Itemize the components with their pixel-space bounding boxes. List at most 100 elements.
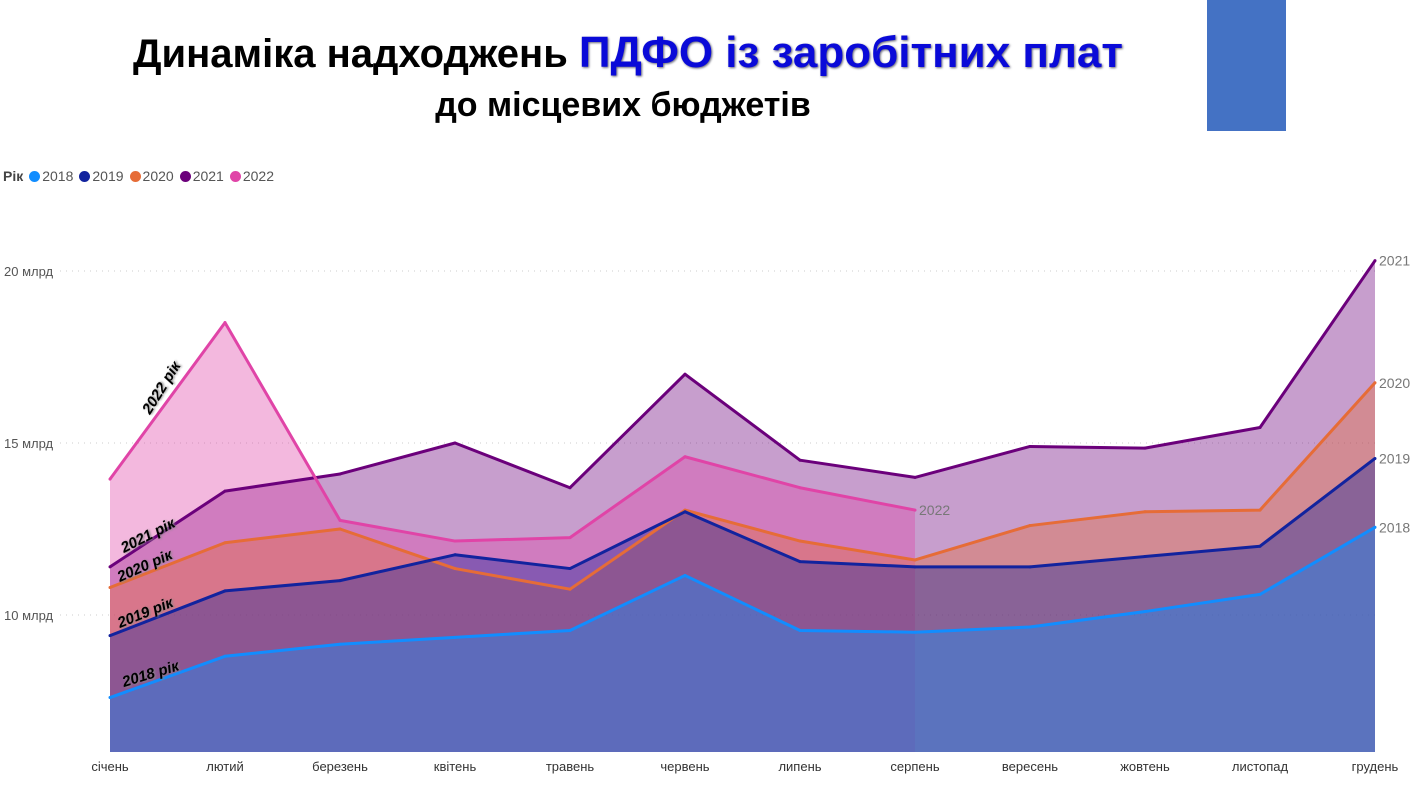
data-point-2018 [798, 628, 802, 632]
data-point-2018 [1028, 625, 1032, 629]
x-tick-label: травень [546, 759, 595, 774]
data-point-2019 [568, 567, 572, 571]
data-point-2018 [1143, 610, 1147, 614]
data-point-2019 [1258, 544, 1262, 548]
data-point-2021 [1143, 446, 1147, 450]
data-point-2018 [453, 635, 457, 639]
x-tick-label: квітень [434, 759, 477, 774]
end-label-2021: 2021 [1379, 253, 1410, 269]
data-point-2018 [683, 573, 687, 577]
line-2018 [109, 525, 1376, 699]
legend-item-2020[interactable]: 2020 [129, 168, 174, 184]
data-point-2019 [798, 560, 802, 564]
data-point-2019 [1373, 456, 1377, 460]
x-tick-label: липень [778, 759, 821, 774]
legend-label: 2022 [242, 168, 275, 184]
legend-dot-icon [179, 170, 191, 182]
data-point-2019 [1028, 565, 1032, 569]
data-point-2020 [798, 539, 802, 543]
data-point-2018 [568, 628, 572, 632]
data-point-2019 [913, 565, 917, 569]
data-point-2021 [1373, 259, 1377, 263]
area-2018 [110, 527, 1375, 752]
line-2020 [109, 381, 1377, 591]
data-point-2020 [1143, 510, 1147, 514]
data-point-2022 [568, 536, 572, 540]
data-point-2021 [913, 475, 917, 479]
data-point-2020 [338, 527, 342, 531]
x-tick-label: червень [660, 759, 709, 774]
data-point-2018 [1373, 525, 1377, 529]
legend-label: 2020 [142, 168, 174, 184]
data-point-2022 [108, 477, 112, 481]
data-point-2021 [223, 489, 227, 493]
end-label-2018: 2018 [1379, 519, 1410, 535]
x-tick-label: листопад [1232, 759, 1289, 774]
legend-label: 2019 [92, 168, 124, 184]
line-2019 [109, 457, 1376, 638]
end-label-2022: 2022 [919, 502, 950, 518]
data-point-2021 [1028, 444, 1032, 448]
data-point-2020 [913, 558, 917, 562]
area-2019 [110, 458, 1375, 752]
data-point-2018 [1258, 592, 1262, 596]
data-point-2021 [338, 472, 342, 476]
data-point-2018 [223, 654, 227, 658]
area-2020 [110, 382, 1375, 752]
data-point-2019 [683, 510, 687, 514]
data-point-2018 [913, 630, 917, 634]
chart-title: Динаміка надходжень ПДФО із заробітних п… [0, 28, 1256, 78]
legend: Рік 2018 2019 2020 2021 2022 [3, 168, 274, 184]
legend-dot-icon [229, 170, 241, 182]
x-tick-label: вересень [1002, 759, 1058, 774]
legend-dot-icon [129, 170, 141, 182]
line-2022 [108, 321, 916, 543]
data-point-2018 [108, 696, 112, 700]
title-highlight: ПДФО із заробітних плат [578, 28, 1123, 77]
data-point-2022 [798, 486, 802, 490]
data-point-2019 [1143, 555, 1147, 559]
data-point-2020 [453, 567, 457, 571]
y-tick-label: 10 млрд [4, 608, 54, 623]
data-point-2020 [108, 585, 112, 589]
data-point-2022 [223, 321, 227, 325]
data-point-2018 [338, 642, 342, 646]
data-point-2022 [338, 518, 342, 522]
legend-item-2021[interactable]: 2021 [179, 168, 224, 184]
data-point-2019 [338, 579, 342, 583]
data-point-2022 [683, 455, 687, 459]
data-point-2022 [913, 508, 917, 512]
x-tick-label: березень [312, 759, 368, 774]
legend-item-2018[interactable]: 2018 [29, 168, 73, 184]
legend-label: 2021 [192, 168, 224, 184]
data-point-2019 [108, 634, 112, 638]
end-label-2020: 2020 [1379, 375, 1410, 391]
legend-label: 2018 [42, 168, 74, 184]
data-point-2021 [453, 441, 457, 445]
legend-dot-icon [79, 170, 91, 182]
data-point-2022 [453, 539, 457, 543]
decorative-blue-rectangle [1207, 0, 1286, 131]
x-tick-label: січень [91, 759, 129, 774]
data-point-2019 [453, 553, 457, 557]
area-2022 [110, 322, 915, 752]
data-point-2021 [108, 565, 112, 569]
legend-item-2019[interactable]: 2019 [79, 168, 124, 184]
data-point-2019 [223, 589, 227, 593]
legend-item-2022[interactable]: 2022 [229, 168, 275, 184]
legend-title: Рік [3, 168, 24, 184]
data-point-2020 [223, 541, 227, 545]
chart-subtitle: до місцевих бюджетів [435, 86, 811, 124]
x-tick-label: серпень [890, 759, 939, 774]
legend-dot-icon [29, 170, 41, 182]
data-point-2021 [798, 458, 802, 462]
data-point-2020 [1028, 524, 1032, 528]
data-point-2021 [1258, 426, 1262, 430]
data-point-2020 [568, 587, 572, 591]
line-2021 [109, 259, 1377, 569]
x-tick-label: лютий [206, 759, 244, 774]
area-2021 [110, 260, 1375, 752]
data-point-2021 [683, 372, 687, 376]
y-tick-label: 20 млрд [4, 264, 54, 279]
